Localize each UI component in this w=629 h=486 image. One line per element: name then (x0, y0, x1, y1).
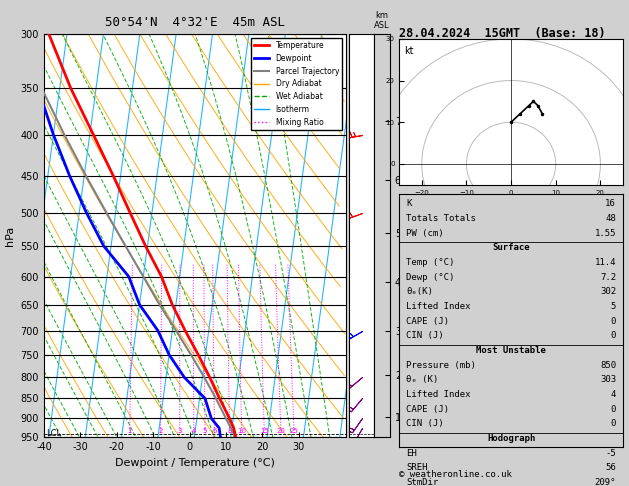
Text: θₑ(K): θₑ(K) (406, 287, 433, 296)
Legend: Temperature, Dewpoint, Parcel Trajectory, Dry Adiabat, Wet Adiabat, Isotherm, Mi: Temperature, Dewpoint, Parcel Trajectory… (251, 38, 342, 130)
Text: 25: 25 (290, 428, 299, 434)
Text: Lifted Index: Lifted Index (406, 390, 470, 399)
Title: 50°54'N  4°32'E  45m ASL: 50°54'N 4°32'E 45m ASL (105, 16, 285, 29)
Text: © weatheronline.co.uk: © weatheronline.co.uk (399, 469, 512, 479)
Text: 10: 10 (237, 428, 246, 434)
Text: 20: 20 (277, 428, 286, 434)
Text: CIN (J): CIN (J) (406, 331, 443, 340)
Text: 1.55: 1.55 (594, 229, 616, 238)
Text: Pressure (mb): Pressure (mb) (406, 361, 476, 370)
Text: 4: 4 (611, 390, 616, 399)
Text: -5: -5 (605, 449, 616, 458)
Text: 5: 5 (203, 428, 208, 434)
Text: 8: 8 (228, 428, 232, 434)
Text: 48: 48 (605, 214, 616, 223)
Text: 11.4: 11.4 (594, 258, 616, 267)
Text: CAPE (J): CAPE (J) (406, 405, 449, 414)
Text: km
ASL: km ASL (374, 11, 390, 30)
Text: 5: 5 (611, 302, 616, 311)
Text: CAPE (J): CAPE (J) (406, 317, 449, 326)
Text: StmDir: StmDir (406, 478, 438, 486)
Text: 0: 0 (611, 317, 616, 326)
Text: 28.04.2024  15GMT  (Base: 18): 28.04.2024 15GMT (Base: 18) (399, 27, 606, 40)
Text: K: K (406, 199, 411, 208)
Text: 4: 4 (192, 428, 196, 434)
Text: 15: 15 (260, 428, 269, 434)
Text: 3: 3 (177, 428, 182, 434)
Y-axis label: hPa: hPa (5, 226, 15, 246)
Text: θₑ (K): θₑ (K) (406, 375, 438, 384)
Text: 303: 303 (600, 375, 616, 384)
Text: CIN (J): CIN (J) (406, 419, 443, 428)
Text: 209°: 209° (594, 478, 616, 486)
Text: 1: 1 (128, 428, 132, 434)
Text: 0: 0 (611, 331, 616, 340)
Text: kt: kt (404, 46, 413, 56)
Text: 7.2: 7.2 (600, 273, 616, 282)
Text: 0: 0 (611, 419, 616, 428)
Text: Hodograph: Hodograph (487, 434, 535, 443)
Text: 302: 302 (600, 287, 616, 296)
Text: LCL: LCL (46, 429, 61, 438)
Text: Totals Totals: Totals Totals (406, 214, 476, 223)
Text: Lifted Index: Lifted Index (406, 302, 470, 311)
Text: Surface: Surface (493, 243, 530, 252)
Text: 0: 0 (611, 405, 616, 414)
Text: Dewp (°C): Dewp (°C) (406, 273, 455, 282)
Text: 56: 56 (605, 463, 616, 472)
Text: Most Unstable: Most Unstable (476, 346, 546, 355)
Text: Temp (°C): Temp (°C) (406, 258, 455, 267)
Text: 6: 6 (212, 428, 217, 434)
X-axis label: Dewpoint / Temperature (°C): Dewpoint / Temperature (°C) (115, 458, 275, 468)
Text: EH: EH (406, 449, 417, 458)
Text: 2: 2 (159, 428, 163, 434)
Text: SREH: SREH (406, 463, 428, 472)
Text: 16: 16 (605, 199, 616, 208)
Text: 850: 850 (600, 361, 616, 370)
Text: PW (cm): PW (cm) (406, 229, 443, 238)
